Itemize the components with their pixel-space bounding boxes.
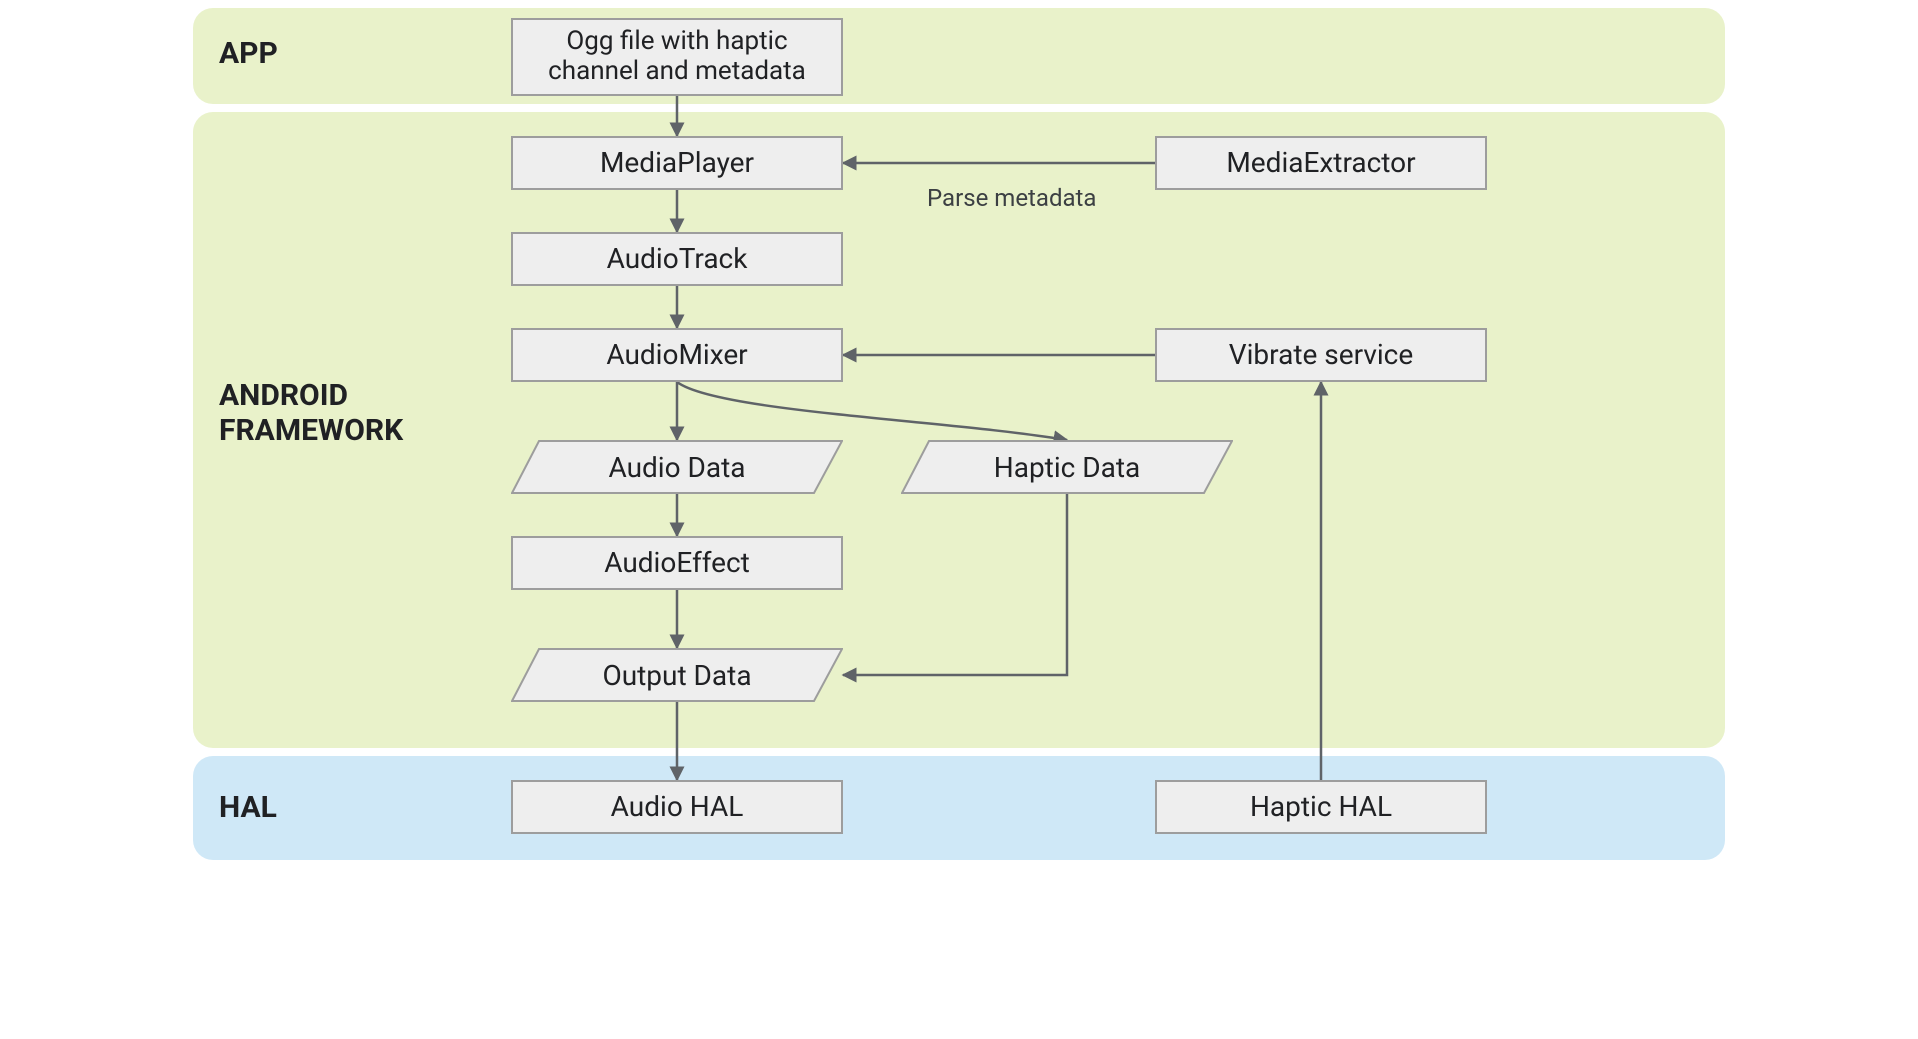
node-audiotrack: AudioTrack [511, 232, 843, 286]
edges-layer [179, 0, 1739, 872]
node-hapticdata: Haptic Data [901, 440, 1233, 494]
node-audioeffect: AudioEffect [511, 536, 843, 590]
node-label-outputdata: Output Data [602, 659, 751, 692]
node-vibrate: Vibrate service [1155, 328, 1487, 382]
node-audiomixer: AudioMixer [511, 328, 843, 382]
diagram-stage: APPANDROID FRAMEWORKHALParse metadataOgg… [179, 0, 1739, 872]
node-label-hapticdata: Haptic Data [994, 451, 1141, 484]
node-mediaplayer: MediaPlayer [511, 136, 843, 190]
node-audiodata: Audio Data [511, 440, 843, 494]
node-ogg: Ogg file with haptic channel and metadat… [511, 18, 843, 96]
node-haptichal: Haptic HAL [1155, 780, 1487, 834]
node-outputdata: Output Data [511, 648, 843, 702]
node-mediaextr: MediaExtractor [1155, 136, 1487, 190]
node-audiohal: Audio HAL [511, 780, 843, 834]
node-label-audiodata: Audio Data [608, 451, 745, 484]
edge-label-mediaextr-mediaplayer: Parse metadata [927, 184, 1096, 212]
